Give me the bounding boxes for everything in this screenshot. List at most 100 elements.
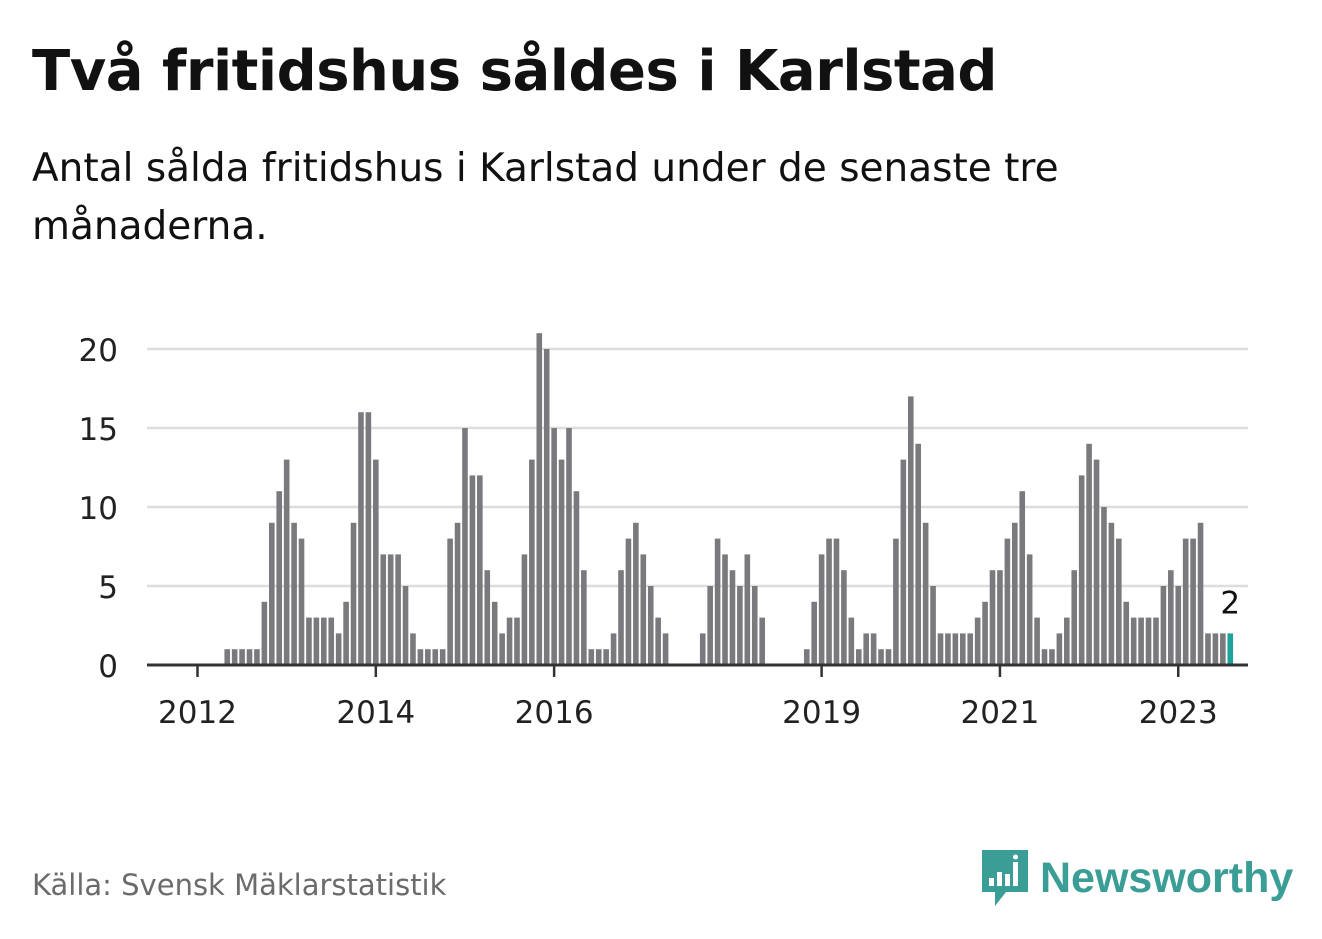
bar bbox=[439, 649, 446, 665]
bar bbox=[1041, 649, 1048, 665]
y-tick-label: 20 bbox=[79, 333, 118, 369]
bar-chart: 0 5 10 15 20 2012 2014 2016 2019 2021 2023 2 bbox=[79, 333, 1248, 731]
bar bbox=[1190, 538, 1196, 665]
bar bbox=[529, 459, 535, 665]
bar bbox=[402, 586, 409, 665]
bar bbox=[1138, 617, 1144, 665]
bar bbox=[1197, 522, 1204, 665]
y-tick-label: 0 bbox=[98, 649, 118, 685]
bar bbox=[595, 649, 602, 665]
bar bbox=[231, 649, 238, 665]
bar bbox=[1101, 507, 1107, 665]
bar bbox=[1123, 601, 1130, 665]
bar bbox=[1064, 617, 1070, 665]
last-value-label: 2 bbox=[1220, 585, 1240, 621]
bar bbox=[387, 554, 394, 665]
bar bbox=[1153, 617, 1159, 665]
chart-title: Två fritidshus såldes i Karlstad bbox=[32, 39, 997, 104]
bar bbox=[915, 443, 922, 665]
bar bbox=[855, 649, 862, 665]
bar bbox=[1034, 617, 1040, 665]
bar bbox=[1160, 586, 1167, 665]
bar bbox=[803, 649, 810, 665]
bar bbox=[499, 633, 505, 665]
bar bbox=[1182, 538, 1189, 665]
bar bbox=[261, 601, 268, 665]
bar bbox=[714, 538, 721, 665]
bar bbox=[477, 475, 483, 665]
bar bbox=[536, 333, 543, 665]
grid-lines bbox=[147, 347, 1248, 588]
bar bbox=[967, 633, 974, 665]
bar bbox=[358, 412, 364, 665]
bar bbox=[833, 538, 840, 665]
bar bbox=[350, 522, 357, 665]
bar bbox=[410, 633, 416, 665]
bar-series bbox=[224, 333, 1234, 665]
x-tick-label: 2012 bbox=[158, 695, 237, 731]
x-axis bbox=[147, 663, 1248, 677]
bar bbox=[1116, 538, 1122, 665]
bar bbox=[291, 522, 297, 665]
bar bbox=[491, 601, 498, 665]
bar bbox=[618, 570, 624, 665]
axis-labels: 0 5 10 15 20 2012 2014 2016 2019 2021 2023 2 bbox=[79, 333, 1241, 731]
bar bbox=[900, 459, 907, 665]
bar bbox=[581, 570, 587, 665]
bar bbox=[313, 617, 320, 665]
bar bbox=[1019, 491, 1026, 665]
bar bbox=[662, 633, 669, 665]
bar bbox=[328, 617, 335, 665]
bar bbox=[907, 396, 914, 665]
bar bbox=[454, 522, 461, 665]
bar bbox=[343, 601, 349, 665]
bar bbox=[751, 586, 758, 665]
bar bbox=[566, 428, 572, 665]
bar bbox=[425, 649, 431, 665]
bar bbox=[997, 570, 1003, 665]
bar bbox=[625, 538, 632, 665]
brand-logo[interactable]: Newsworthy bbox=[980, 848, 1293, 908]
bar bbox=[699, 633, 706, 665]
bar bbox=[870, 633, 877, 665]
bar bbox=[647, 586, 654, 665]
x-tick-label: 2021 bbox=[960, 695, 1039, 731]
bar-chart-bubble-icon bbox=[982, 850, 1028, 906]
bar bbox=[1086, 443, 1092, 665]
bar bbox=[945, 633, 951, 665]
bar bbox=[1026, 554, 1033, 665]
bar bbox=[1071, 570, 1078, 665]
chart-subtitle: Antal sålda fritidshus i Karlstad under … bbox=[32, 146, 1059, 249]
bar bbox=[1145, 617, 1152, 665]
bar bbox=[982, 601, 988, 665]
bar bbox=[707, 586, 713, 665]
bar bbox=[826, 538, 832, 665]
bar bbox=[1205, 633, 1211, 665]
bar bbox=[484, 570, 491, 665]
bar bbox=[239, 649, 245, 665]
bar bbox=[224, 649, 231, 665]
bar bbox=[759, 617, 765, 665]
bar-latest bbox=[1227, 633, 1234, 665]
bar bbox=[558, 459, 565, 665]
bar bbox=[1212, 633, 1219, 665]
bar bbox=[1049, 649, 1055, 665]
bar bbox=[841, 570, 847, 665]
bar bbox=[462, 428, 468, 665]
bar bbox=[878, 649, 884, 665]
bar bbox=[521, 554, 528, 665]
bar bbox=[729, 570, 736, 665]
bar bbox=[1175, 586, 1182, 665]
bar bbox=[893, 538, 899, 665]
y-tick-label: 15 bbox=[79, 412, 118, 448]
bar bbox=[298, 538, 305, 665]
bar bbox=[417, 649, 424, 665]
bar bbox=[610, 633, 617, 665]
bar bbox=[543, 349, 550, 665]
bar bbox=[373, 459, 379, 665]
bar bbox=[922, 522, 929, 665]
bar bbox=[1220, 633, 1226, 665]
bar bbox=[447, 538, 453, 665]
bar bbox=[321, 617, 327, 665]
x-tick-label: 2014 bbox=[336, 695, 415, 731]
